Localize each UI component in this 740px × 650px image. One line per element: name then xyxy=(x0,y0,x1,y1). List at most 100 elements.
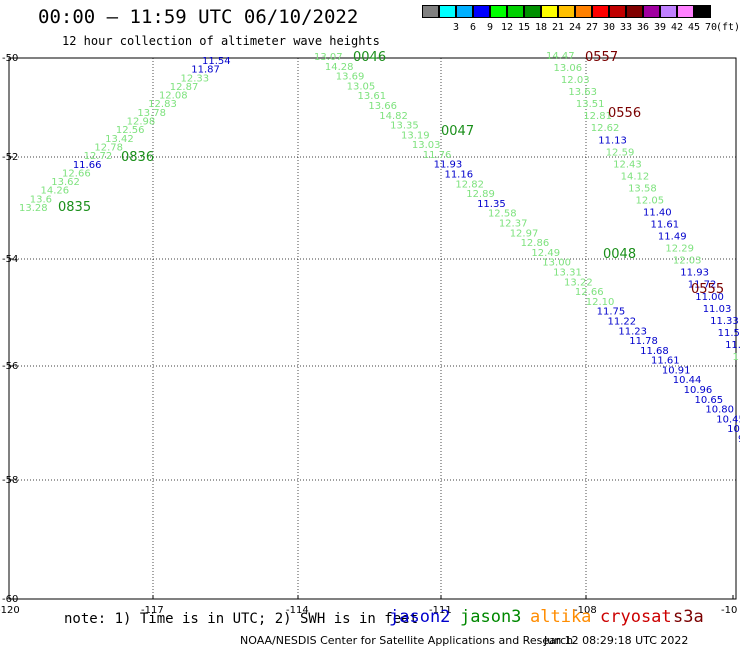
wave-height-value: 11.72 xyxy=(688,280,717,291)
legend-swatch xyxy=(575,5,592,18)
wave-height-value: 10. xyxy=(727,424,740,435)
wave-height-value: 12.89 xyxy=(466,189,495,200)
wave-height-value: 13.63 xyxy=(568,87,597,98)
wave-height-value: 11.93 xyxy=(434,160,463,171)
wave-height-value: 11.22 xyxy=(608,316,637,327)
wave-height-value: 13.51 xyxy=(576,99,605,110)
pass-time-label: 0047 xyxy=(441,124,474,139)
wave-height-value: 12.03 xyxy=(673,256,702,267)
legend-swatch xyxy=(609,5,626,18)
wave-height-value: 10.80 xyxy=(705,405,734,416)
wave-height-value: 13.06 xyxy=(553,63,582,74)
legend-swatch xyxy=(626,5,643,18)
satellite-s3a: s3a xyxy=(673,607,704,627)
wave-height-value: 11.33 xyxy=(710,316,739,327)
legend-label: 36 xyxy=(636,22,650,33)
wave-height-value: 13.62 xyxy=(51,177,80,188)
pass-time-label: 0048 xyxy=(603,247,636,262)
wave-height-value: 14.47 xyxy=(546,51,575,62)
wave-height-value: 13.61 xyxy=(357,91,386,102)
pass-time-label: 0836 xyxy=(121,150,154,165)
legend-label: 70 xyxy=(704,22,718,33)
wave-height-value: 12.82 xyxy=(455,179,484,190)
wave-height-value: 11.87 xyxy=(191,65,220,76)
wave-height-value: 13.42 xyxy=(105,134,134,145)
wave-height-value: 13.03 xyxy=(412,140,441,151)
legend-swatch xyxy=(439,5,456,18)
wave-height-value: 11.03 xyxy=(703,304,732,315)
wave-height-value: 12.56 xyxy=(116,125,145,136)
legend-swatch xyxy=(541,5,558,18)
wave-height-value: 10.96 xyxy=(684,385,713,396)
satellite-cryosat: cryosat xyxy=(600,607,672,627)
lat-tick-label: -56 xyxy=(2,361,18,372)
legend-label: 3 xyxy=(452,22,460,33)
legend-swatch xyxy=(524,5,541,18)
lat-tick-label: -50 xyxy=(2,53,18,64)
pass-time-label: 0835 xyxy=(58,200,91,215)
wave-height-value: 14.28 xyxy=(325,62,354,73)
credit-text: NOAA/NESDIS Center for Satellite Applica… xyxy=(240,634,574,647)
wave-height-value: 13.31 xyxy=(553,267,582,278)
legend-unit: (ft) xyxy=(715,22,740,33)
wave-height-value: 12.03 xyxy=(561,75,590,86)
legend-swatch xyxy=(507,5,524,18)
lon-tick-label: -120 xyxy=(0,605,20,616)
legend-label: 42 xyxy=(670,22,684,33)
timestamp-text: Jun 12 08:29:18 UTC 2022 xyxy=(544,634,689,647)
wave-height-value: 13.35 xyxy=(390,121,419,132)
wave-height-value: 11.40 xyxy=(643,208,672,219)
wave-height-value: 14.12 xyxy=(621,171,650,182)
wave-height-value: 13.66 xyxy=(368,101,397,112)
wave-height-value: 10.44 xyxy=(673,375,702,386)
wave-height-value: 11.78 xyxy=(629,336,658,347)
wave-height-value: 11.61 xyxy=(650,220,679,231)
wave-height-value: 11.33 xyxy=(733,352,740,363)
legend-label: 30 xyxy=(602,22,616,33)
legend-label: 27 xyxy=(585,22,599,33)
legend-swatch xyxy=(694,5,711,18)
wave-height-value: 11.61 xyxy=(651,356,680,367)
wave-height-value: 12.81 xyxy=(583,111,612,122)
wave-height-value: 12.29 xyxy=(665,244,694,255)
wave-height-value: 12.83 xyxy=(148,99,177,110)
wave-height-value: 10.45 xyxy=(716,414,740,425)
wave-height-value: 11.49 xyxy=(658,232,687,243)
wave-height-value: 13.78 xyxy=(137,108,166,119)
wave-height-value: 12.43 xyxy=(613,159,642,170)
wave-height-value: 12.66 xyxy=(62,168,91,179)
wave-height-value: 14.26 xyxy=(41,186,70,197)
footnote: note: 1) Time is in UTC; 2) SWH is in fe… xyxy=(64,611,419,627)
legend-label: 9 xyxy=(486,22,494,33)
legend-label: 12 xyxy=(500,22,514,33)
lon-tick-label: -10 xyxy=(721,605,737,616)
wave-height-value: 12.86 xyxy=(521,238,550,249)
satellite-jason2: jason2 xyxy=(389,607,451,627)
wave-height-value: 9 xyxy=(738,434,740,445)
pass-time-label: 0557 xyxy=(585,50,618,65)
wave-height-value: 13.19 xyxy=(401,130,430,141)
legend-swatch xyxy=(490,5,507,18)
legend-label: 33 xyxy=(619,22,633,33)
legend-label: 24 xyxy=(568,22,582,33)
wave-height-value: 13.22 xyxy=(564,277,593,288)
wave-height-value: 12.72 xyxy=(84,151,113,162)
wave-height-value: 12.78 xyxy=(94,142,123,153)
wave-height-value: 12.49 xyxy=(531,248,560,259)
pass-time-label: 0046 xyxy=(353,50,386,65)
satellite-altika: altika xyxy=(530,607,592,627)
wave-height-value: 12.05 xyxy=(636,195,665,206)
wave-height-value: 12.62 xyxy=(591,123,620,134)
wave-height-value: 13.00 xyxy=(542,258,571,269)
wave-height-value: 11.54 xyxy=(202,56,231,67)
lat-tick-label: -52 xyxy=(2,152,18,163)
legend-swatch xyxy=(592,5,609,18)
wave-height-value: 13.07 xyxy=(314,52,343,63)
wave-height-value: 14.82 xyxy=(379,111,408,122)
lon-tick-label: -117 xyxy=(141,605,164,616)
wave-height-value: 12.33 xyxy=(180,73,209,84)
wave-height-value: 10.91 xyxy=(662,365,691,376)
legend-swatch xyxy=(456,5,473,18)
wave-height-value: 11.76 xyxy=(423,150,452,161)
